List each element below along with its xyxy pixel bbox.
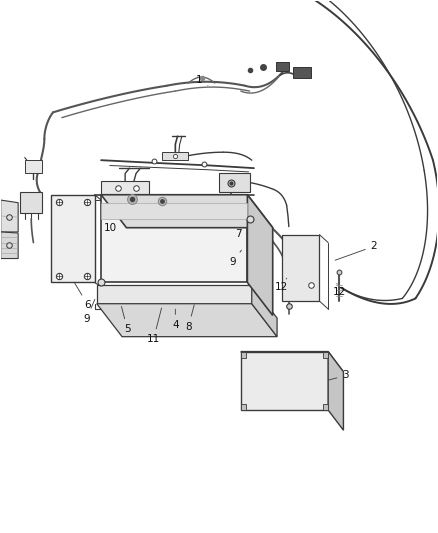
- Polygon shape: [97, 304, 277, 337]
- Polygon shape: [219, 173, 250, 192]
- Text: 6: 6: [74, 282, 92, 310]
- Polygon shape: [20, 192, 42, 213]
- Text: 12: 12: [274, 278, 288, 292]
- Polygon shape: [241, 352, 246, 358]
- Polygon shape: [241, 352, 328, 410]
- Polygon shape: [25, 160, 42, 173]
- Text: 7: 7: [232, 216, 242, 239]
- Text: 9: 9: [83, 300, 95, 324]
- Polygon shape: [323, 403, 328, 410]
- Polygon shape: [51, 195, 95, 282]
- Text: 9: 9: [230, 250, 241, 267]
- Text: 1: 1: [196, 76, 208, 85]
- Text: 14: 14: [21, 196, 35, 206]
- Polygon shape: [328, 352, 343, 430]
- Polygon shape: [293, 67, 311, 78]
- Text: 10: 10: [104, 213, 117, 233]
- Text: 11: 11: [147, 308, 162, 344]
- Text: 13: 13: [30, 161, 43, 172]
- Polygon shape: [162, 152, 188, 160]
- Polygon shape: [241, 352, 343, 372]
- Polygon shape: [323, 352, 328, 358]
- Text: 12: 12: [332, 284, 346, 297]
- Text: 2: 2: [335, 241, 377, 260]
- Polygon shape: [101, 195, 247, 282]
- Text: 4: 4: [172, 309, 179, 330]
- Polygon shape: [252, 285, 277, 337]
- Text: 5: 5: [121, 306, 131, 334]
- Polygon shape: [101, 195, 273, 228]
- Polygon shape: [276, 62, 289, 71]
- Text: 3: 3: [328, 370, 349, 381]
- Polygon shape: [101, 181, 149, 195]
- Polygon shape: [283, 235, 319, 301]
- Polygon shape: [1, 200, 18, 232]
- Polygon shape: [241, 403, 246, 410]
- Polygon shape: [101, 203, 247, 219]
- Text: 8: 8: [185, 305, 194, 332]
- Polygon shape: [247, 195, 273, 316]
- Polygon shape: [97, 285, 252, 304]
- Polygon shape: [1, 232, 18, 259]
